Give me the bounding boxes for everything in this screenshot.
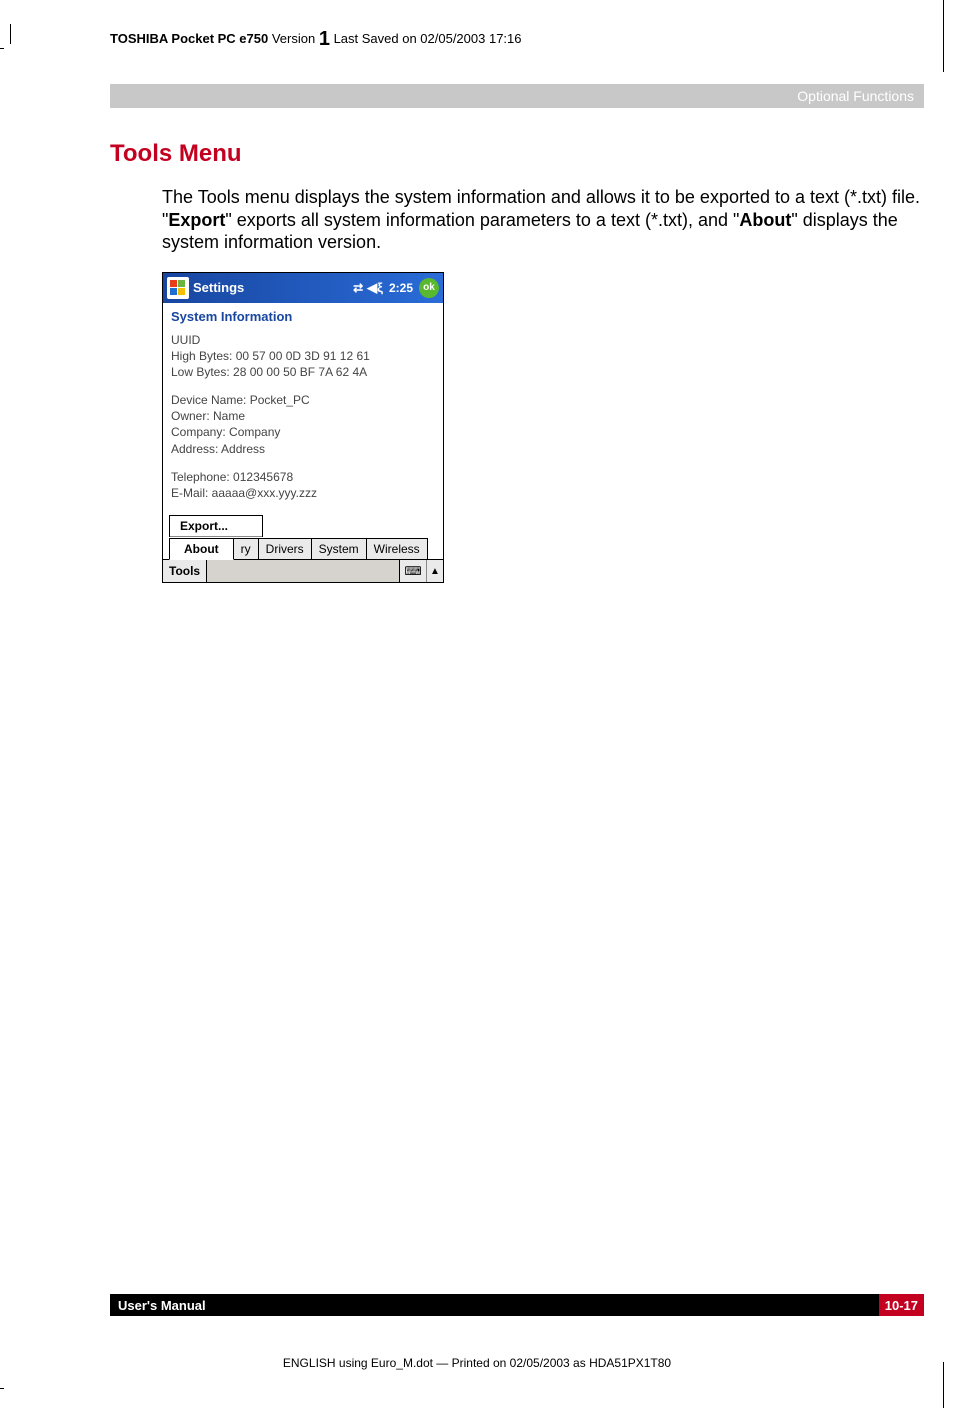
product-name: TOSHIBA Pocket PC e750 <box>110 31 268 46</box>
tab-wireless[interactable]: Wireless <box>366 539 427 559</box>
pda-bottom-bar: Tools ⌨ ▲ <box>163 559 443 582</box>
para-text-2: " exports all system information paramet… <box>225 210 739 230</box>
version-number: 1 <box>319 28 330 50</box>
device-line-2: Owner: Name <box>171 408 435 424</box>
device-line-4: Address: Address <box>171 441 435 457</box>
screenshot-wrap: Settings ⇄ ◀ξ 2:25 ok System Information <box>162 272 924 584</box>
section-title: Tools Menu <box>110 140 924 168</box>
keyboard-icon[interactable]: ⌨ <box>399 560 426 582</box>
device-line-1: Device Name: Pocket_PC <box>171 392 435 408</box>
uuid-line-3: Low Bytes: 28 00 00 50 BF 7A 62 4A <box>171 364 435 380</box>
chapter-bar: Optional Functions <box>110 84 924 108</box>
uuid-block: UUID High Bytes: 00 57 00 0D 3D 91 12 61… <box>171 332 435 381</box>
contact-block: Telephone: 012345678 E-Mail: aaaaa@xxx.y… <box>171 469 435 501</box>
up-arrow-icon[interactable]: ▲ <box>426 560 443 582</box>
pda-tabs-row: About ry Drivers System Wireless <box>169 537 437 559</box>
pda-screenshot: Settings ⇄ ◀ξ 2:25 ok System Information <box>162 272 444 584</box>
tab-drivers[interactable]: Drivers <box>258 539 311 559</box>
uuid-line-2: High Bytes: 00 57 00 0D 3D 91 12 61 <box>171 348 435 364</box>
speaker-icon[interactable]: ◀ξ <box>367 280 383 296</box>
pda-subtitle: System Information <box>163 303 443 328</box>
device-line-3: Company: Company <box>171 424 435 440</box>
content-area: Tools Menu The Tools menu displays the s… <box>110 140 924 583</box>
pda-body: UUID High Bytes: 00 57 00 0D 3D 91 12 61… <box>163 328 443 512</box>
footer-left: User's Manual <box>118 1298 206 1313</box>
tab-ry[interactable]: ry <box>234 539 258 559</box>
contact-line-2: E-Mail: aaaaa@xxx.yyy.zzz <box>171 485 435 501</box>
version-label: Version <box>268 31 319 46</box>
chapter-label: Optional Functions <box>797 88 914 104</box>
pda-app-title: Settings <box>193 280 244 295</box>
body-paragraph: The Tools menu displays the system infor… <box>162 186 924 254</box>
page-number: 10-17 <box>879 1294 924 1316</box>
crop-mark-top-right <box>943 0 944 72</box>
page-header: TOSHIBA Pocket PC e750 Version 1 Last Sa… <box>110 28 924 51</box>
para-bold-2: About <box>739 210 791 230</box>
windows-flag-icon[interactable] <box>167 277 189 299</box>
pda-tabs-rest: ry Drivers System Wireless <box>234 538 428 559</box>
contact-line-1: Telephone: 012345678 <box>171 469 435 485</box>
footer-bar: User's Manual 10-17 <box>110 1294 924 1316</box>
titlebar-status-icons: ⇄ ◀ξ 2:25 ok <box>353 278 439 298</box>
menu-item-export[interactable]: Export... <box>170 516 262 537</box>
ok-label: ok <box>423 282 435 293</box>
page: TOSHIBA Pocket PC e750 Version 1 Last Sa… <box>0 0 954 1408</box>
uuid-line-1: UUID <box>171 332 435 348</box>
tab-system[interactable]: System <box>311 539 366 559</box>
device-block: Device Name: Pocket_PC Owner: Name Compa… <box>171 392 435 457</box>
tools-menu-popup: Export... <box>169 515 263 537</box>
clock-time: 2:25 <box>389 281 413 295</box>
menu-item-about[interactable]: About <box>169 538 234 560</box>
saved-timestamp: Last Saved on 02/05/2003 17:16 <box>330 31 522 46</box>
pda-titlebar: Settings ⇄ ◀ξ 2:25 ok <box>163 273 443 303</box>
tools-button[interactable]: Tools <box>163 560 207 582</box>
para-bold-1: Export <box>168 210 225 230</box>
ok-button[interactable]: ok <box>419 278 439 298</box>
print-info-line: ENGLISH using Euro_M.dot — Printed on 02… <box>0 1356 954 1370</box>
connectivity-icon[interactable]: ⇄ <box>353 281 361 295</box>
